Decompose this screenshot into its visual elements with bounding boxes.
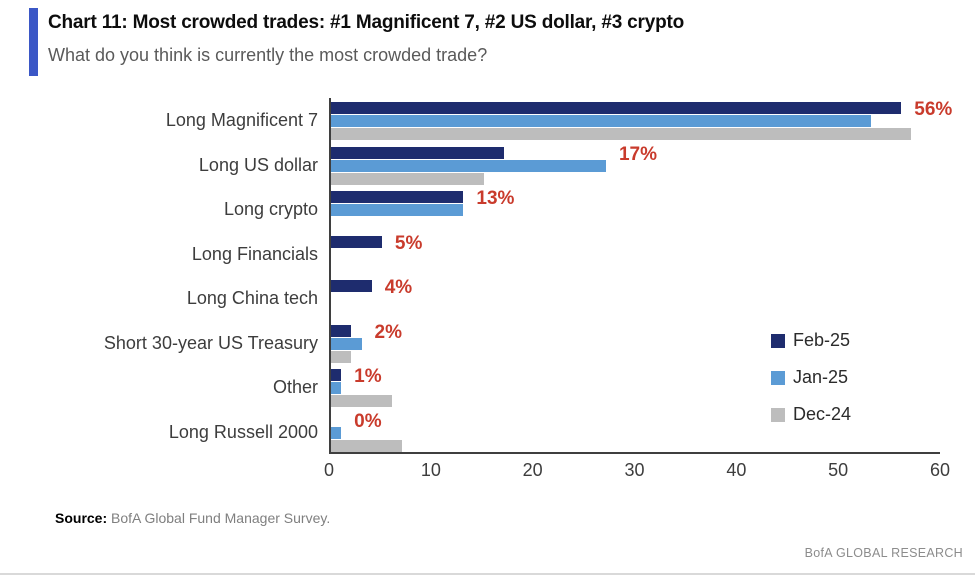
bar-dec-24 [331, 350, 352, 363]
plot-area: 56% 17% 13% 5% 4% 2% 1% 0% [329, 98, 952, 454]
source-line: Source: BofA Global Fund Manager Survey. [55, 510, 330, 526]
data-label: 17% [618, 143, 657, 165]
legend-swatch-icon [771, 370, 785, 385]
data-label: 1% [354, 366, 382, 387]
category-label: Long US dollar [198, 154, 318, 175]
legend-label: Jan-25 [793, 367, 849, 387]
bar-jan-25 [331, 382, 342, 394]
bar-dec-24 [331, 439, 403, 452]
data-label: 5% [394, 232, 423, 254]
x-tick-label: 0 [323, 460, 335, 480]
x-tick-label: 10 [420, 460, 441, 480]
bar-feb-25 [331, 102, 902, 114]
source-label: Source: [55, 510, 108, 526]
chart-subtitle: What do you think is currently the most … [48, 45, 488, 65]
category-label: Long Magnificent 7 [165, 110, 318, 130]
data-label: 2% [374, 321, 403, 343]
data-label: 4% [384, 277, 413, 298]
legend-label: Dec-24 [793, 404, 852, 424]
legend-item-jan-25: Jan-25 [771, 359, 851, 396]
x-tick-label: 40 [726, 460, 747, 480]
data-label: 0% [354, 410, 382, 432]
bottom-rule [0, 573, 975, 575]
legend-swatch-icon [771, 333, 785, 348]
x-tick-label: 20 [522, 460, 543, 480]
bar-feb-25 [331, 280, 372, 292]
brand-text: BofA GLOBAL RESEARCH [804, 546, 963, 560]
bar-dec-24 [331, 128, 912, 140]
title-accent-bar [29, 8, 38, 76]
x-axis: 0 10 20 30 40 50 60 [324, 460, 950, 484]
category-label: Long crypto [223, 199, 318, 219]
bar-jan-25 [331, 337, 362, 350]
legend: Feb-25 Jan-25 Dec-24 [771, 322, 851, 433]
x-tick-label: 50 [828, 460, 849, 480]
category-label: Long China tech [186, 288, 318, 308]
bar-dec-24 [331, 172, 484, 185]
legend-item-dec-24: Dec-24 [771, 396, 851, 433]
data-label: 56% [914, 99, 953, 120]
x-tick-label: 60 [929, 460, 951, 480]
category-label: Long Russell 2000 [168, 421, 318, 442]
bar-feb-25 [331, 235, 382, 248]
bar-jan-25 [331, 204, 464, 216]
bar-dec-24 [331, 395, 393, 407]
legend-label: Feb-25 [793, 330, 851, 350]
chart-title: Chart 11: Most crowded trades: #1 Magnif… [48, 12, 685, 33]
bar-feb-25 [331, 324, 352, 337]
x-tick-label: 30 [624, 460, 645, 480]
bar-feb-25 [331, 369, 342, 381]
category-label: Short 30-year US Treasury [103, 332, 318, 353]
bar-jan-25 [331, 159, 606, 172]
legend-swatch-icon [771, 407, 785, 422]
category-axis: Long Magnificent 7 Long US dollar Long cry… [30, 98, 318, 454]
category-label: Long Financials [191, 243, 318, 264]
source-text: BofA Global Fund Manager Survey. [107, 510, 331, 526]
bar-feb-25 [331, 146, 505, 159]
bar-jan-25 [331, 426, 342, 439]
category-label: Other [272, 377, 318, 397]
bar-feb-25 [331, 191, 464, 203]
legend-item-feb-25: Feb-25 [771, 322, 851, 359]
bar-jan-25 [331, 115, 871, 127]
data-label: 13% [476, 188, 515, 209]
